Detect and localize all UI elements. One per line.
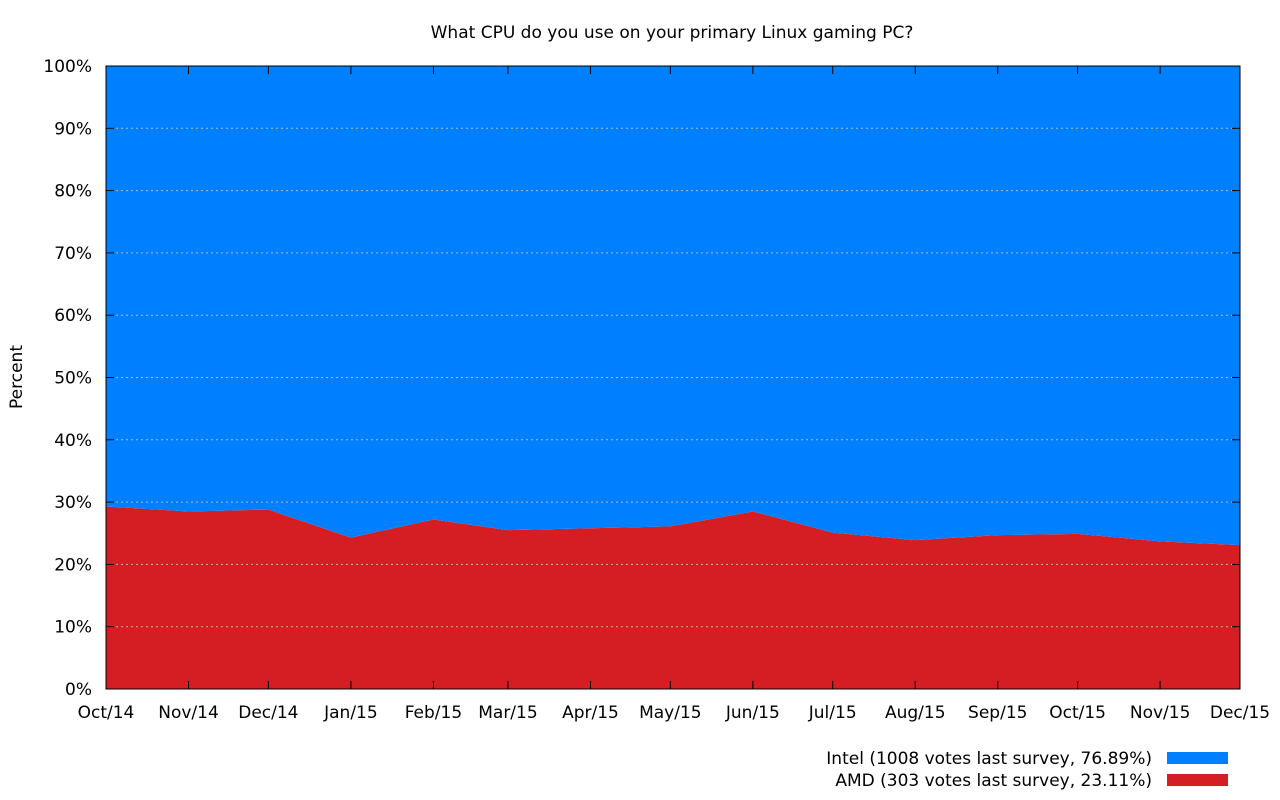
- y-tick-label: 90%: [54, 119, 92, 139]
- y-axis: 0% 10% 20% 30% 40% 50% 60% 70% 80% 90% 100%: [43, 57, 1240, 700]
- y-tick-label: 60%: [54, 306, 92, 326]
- x-tick-label: Jul/15: [808, 703, 857, 723]
- x-tick-label: Jun/15: [725, 703, 780, 723]
- y-tick-label: 0%: [65, 680, 92, 700]
- x-tick-label: Oct/14: [78, 703, 135, 723]
- x-tick-label: Dec/15: [1210, 703, 1270, 723]
- x-tick-label: Dec/14: [238, 703, 298, 723]
- x-tick-label: Mar/15: [478, 703, 537, 723]
- legend-swatch: [1167, 774, 1228, 786]
- y-tick-label: 30%: [54, 493, 92, 513]
- y-axis-label: Percent: [7, 345, 27, 409]
- y-tick-label: 20%: [54, 555, 92, 575]
- x-axis: Oct/14 Nov/14 Dec/14 Jan/15 Feb/15 Mar/15 Apr/…: [78, 66, 1270, 723]
- y-tick-label: 40%: [54, 431, 92, 451]
- legend: Intel (1008 votes last survey, 76.89%)AM…: [826, 749, 1228, 791]
- x-tick-label: Sep/15: [968, 703, 1027, 723]
- y-tick-label: 80%: [54, 182, 92, 202]
- legend-label: AMD (303 votes last survey, 23.11%): [835, 771, 1152, 791]
- y-tick-label: 10%: [54, 618, 92, 638]
- x-tick-label: May/15: [639, 703, 702, 723]
- x-tick-label: Oct/15: [1049, 703, 1106, 723]
- x-tick-label: Feb/15: [405, 703, 462, 723]
- chart-title: What CPU do you use on your primary Linu…: [431, 23, 914, 43]
- x-tick-label: Nov/15: [1130, 703, 1191, 723]
- y-tick-label: 100%: [43, 57, 92, 77]
- x-tick-label: Jan/15: [323, 703, 378, 723]
- x-tick-label: Apr/15: [562, 703, 619, 723]
- x-tick-label: Aug/15: [885, 703, 946, 723]
- legend-swatch: [1167, 752, 1228, 764]
- area-series-0: [106, 506, 1240, 689]
- area-series-1: [106, 66, 1240, 546]
- legend-label: Intel (1008 votes last survey, 76.89%): [826, 749, 1152, 769]
- y-tick-label: 50%: [54, 369, 92, 389]
- series-areas: [106, 66, 1240, 689]
- grid-lines: [106, 127, 1240, 628]
- y-tick-label: 70%: [54, 244, 92, 264]
- x-tick-label: Nov/14: [158, 703, 219, 723]
